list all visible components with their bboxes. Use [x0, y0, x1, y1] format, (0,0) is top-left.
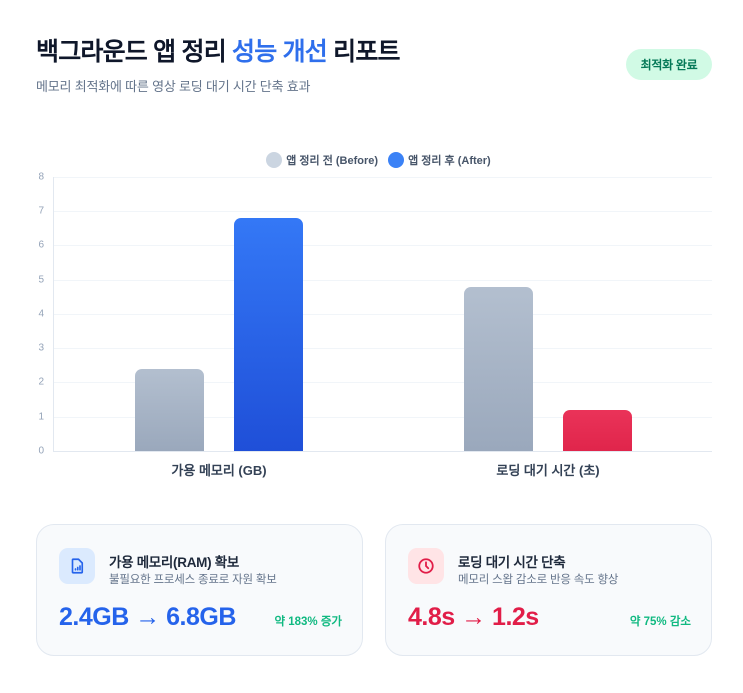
x-axis: [53, 451, 712, 452]
grid-line-6: [53, 245, 712, 246]
legend-item-before[interactable]: 앱 정리 전 (Before): [266, 152, 378, 168]
card-change: 약 183% 증가: [274, 616, 342, 628]
status-badge: 최적화 완료: [626, 49, 712, 80]
card-title: 로딩 대기 시간 단축: [458, 555, 566, 570]
legend-swatch-before: [266, 152, 283, 168]
card-change: 약 75% 감소: [629, 616, 691, 628]
page-subtitle: 메모리 최적화에 따른 영상 로딩 대기 시간 단축 효과: [36, 79, 311, 94]
y-tick-7: 7: [38, 205, 44, 217]
title-accent: 성능 개선: [232, 38, 328, 66]
grid-line-2: [53, 382, 712, 383]
page-title: 백그라운드 앱 정리 성능 개선 리포트: [36, 32, 401, 68]
card-description: 불필요한 프로세스 종료로 자원 확보: [109, 574, 277, 586]
grid-line-5: [53, 280, 712, 281]
y-tick-5: 5: [38, 274, 44, 286]
y-axis: [53, 177, 54, 452]
y-tick-1: 1: [38, 411, 44, 423]
y-tick-2: 2: [38, 376, 44, 388]
y-tick-8: 8: [38, 171, 44, 183]
bar-loading-before[interactable]: [464, 287, 533, 451]
grid-line-1: [53, 417, 712, 418]
loading-summary-card: 로딩 대기 시간 단축 메모리 스왑 감소로 반응 속도 향상 4.8s → 1…: [385, 524, 712, 656]
y-tick-6: 6: [38, 239, 44, 251]
legend-item-after[interactable]: 앱 정리 후 (After): [388, 152, 491, 168]
grid-line-7: [53, 211, 712, 212]
memory-summary-card: 가용 메모리(RAM) 확보 불필요한 프로세스 종료로 자원 확보 2.4GB…: [36, 524, 363, 656]
bar-memory-after[interactable]: [234, 218, 303, 451]
grid-line-8: [53, 177, 712, 178]
card-title: 가용 메모리(RAM) 확보: [109, 555, 239, 570]
bar-memory-before[interactable]: [135, 369, 204, 451]
card-description: 메모리 스왑 감소로 반응 속도 향상: [458, 574, 619, 586]
title-suffix: 리포트: [327, 38, 400, 66]
legend-label-after: 앱 정리 후 (After): [408, 155, 491, 167]
card-value: 2.4GB → 6.8GB: [59, 603, 236, 631]
title-prefix: 백그라운드 앱 정리: [36, 38, 233, 66]
grid-line-4: [53, 314, 712, 315]
grid-line-3: [53, 348, 712, 349]
legend-label-before: 앱 정리 전 (Before): [286, 155, 379, 167]
legend-swatch-after: [388, 152, 405, 168]
card-value: 4.8s → 1.2s: [408, 603, 539, 631]
x-label-memory: 가용 메모리 (GB): [171, 463, 267, 478]
x-label-loading: 로딩 대기 시간 (초): [496, 463, 600, 478]
y-tick-0: 0: [38, 445, 44, 457]
memory-card-icon: [59, 548, 95, 584]
y-tick-3: 3: [38, 342, 44, 354]
chart-legend: 앱 정리 전 (Before) 앱 정리 후 (After): [0, 152, 743, 168]
y-tick-4: 4: [38, 308, 44, 320]
clock-icon: [408, 548, 444, 584]
bar-loading-after[interactable]: [563, 410, 632, 451]
